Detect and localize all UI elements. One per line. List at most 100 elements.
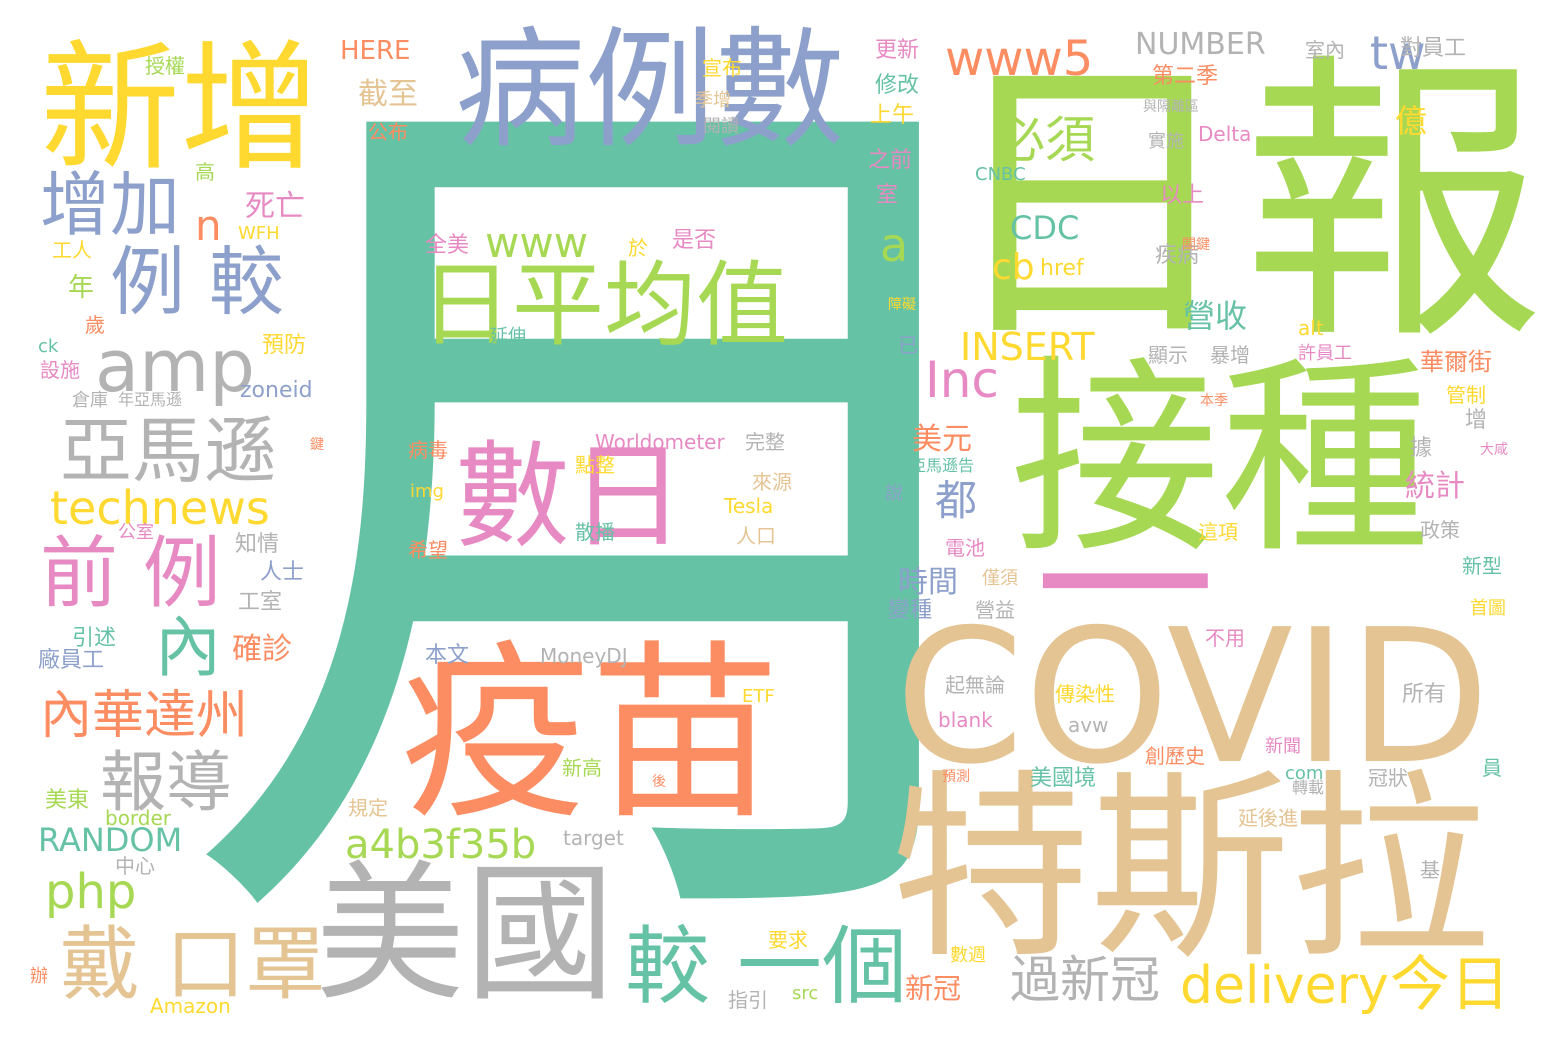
word: 創歷史	[1145, 744, 1205, 768]
word: NUMBER	[1135, 27, 1266, 62]
word: 本文	[425, 643, 470, 668]
word: 必須	[995, 111, 1095, 169]
word: www	[485, 218, 589, 267]
word: 美東	[45, 788, 90, 813]
word: 新聞	[1265, 736, 1301, 757]
word: 延伸	[490, 326, 526, 347]
word: 數週	[950, 945, 986, 966]
word: 不用	[1205, 626, 1245, 650]
word: 增加	[40, 164, 180, 246]
word: 已	[898, 333, 918, 357]
word: 今日	[1390, 950, 1510, 1020]
word: 預測	[942, 769, 970, 785]
word: www5	[945, 31, 1094, 87]
word: 中心	[115, 854, 155, 878]
word: amp	[95, 324, 255, 408]
word: src	[792, 983, 819, 1004]
word: 完整	[745, 430, 785, 454]
word: 上午	[870, 103, 915, 128]
word: 疫苗	[400, 624, 781, 845]
word: 報導	[100, 744, 232, 821]
word: 億	[1395, 102, 1428, 140]
word: 所有	[1402, 682, 1447, 707]
word: 新高	[562, 756, 602, 780]
word: zoneid	[240, 378, 313, 403]
word: 變種	[888, 598, 933, 623]
word: 指引	[728, 988, 768, 1012]
word: 管制	[1446, 383, 1486, 407]
word: 年亞馬遜	[118, 390, 183, 409]
word: n	[195, 201, 222, 250]
word: 內華達州	[40, 686, 249, 746]
word: 鍵	[310, 437, 324, 453]
word: 希望	[408, 538, 448, 562]
word: 營益	[975, 598, 1015, 622]
word: 工人	[52, 238, 92, 262]
word: 內	[155, 609, 221, 686]
word: 實施	[1148, 131, 1184, 152]
word: 疾病	[1155, 243, 1200, 268]
word: 死亡	[245, 189, 305, 224]
word: 亞馬遜告	[910, 456, 975, 475]
word: 過新冠	[1010, 951, 1160, 1009]
word: 障礙	[888, 297, 916, 313]
word: 公布	[368, 120, 408, 144]
word: cb	[992, 247, 1035, 288]
word: 季增	[695, 90, 731, 111]
word: 確診	[232, 632, 292, 667]
word: img	[410, 481, 444, 502]
word: 美國境	[1030, 766, 1097, 791]
word: 說	[885, 483, 903, 504]
word: 這項	[1198, 520, 1238, 544]
word: Amazon	[150, 994, 231, 1018]
word: 知情	[235, 532, 280, 557]
word: COVID	[895, 589, 1491, 805]
word: CDC	[1010, 209, 1080, 247]
word: CNBC	[975, 164, 1026, 185]
word: 是否	[672, 228, 717, 253]
word: 辦	[30, 966, 48, 987]
word: 政策	[1420, 518, 1460, 542]
word: INSERT	[960, 325, 1095, 369]
word: a	[880, 218, 909, 272]
word: 冠狀	[1368, 766, 1408, 790]
word: 延後進	[1238, 806, 1298, 830]
word: 高	[195, 160, 215, 184]
word: 接種	[1010, 337, 1431, 582]
word: alt	[1298, 316, 1324, 340]
word: 營收	[1183, 297, 1248, 335]
word: 散播	[575, 520, 615, 544]
word: avw	[1068, 713, 1109, 737]
word: 預防	[262, 333, 307, 358]
word: 公室	[118, 522, 154, 543]
word: 大咸	[1480, 442, 1508, 458]
word: 日報	[940, 30, 1544, 381]
word: 美元	[912, 422, 972, 457]
word: 病毒	[408, 438, 448, 462]
word: 來源	[752, 470, 792, 494]
word: 對員工	[1400, 36, 1467, 61]
word: tw	[1370, 26, 1426, 80]
word: 轉載	[1292, 778, 1325, 797]
word: 第二季	[1152, 64, 1219, 89]
word: com	[1285, 763, 1324, 784]
word: 設施	[40, 358, 80, 382]
word: 修改	[875, 73, 920, 98]
word: 首圖	[1470, 598, 1506, 619]
word: 新型	[1462, 554, 1502, 578]
word: 日平均值	[420, 252, 789, 359]
word: 閱讀	[703, 116, 739, 137]
word: 室	[876, 183, 899, 208]
word: 許員工	[1298, 343, 1352, 364]
word: 人口	[736, 524, 776, 548]
word: Worldometer	[595, 430, 725, 454]
word: 特斯拉	[890, 753, 1491, 986]
word: 電池	[945, 536, 985, 560]
word: 較 一個	[625, 918, 908, 1017]
word: php	[45, 864, 137, 920]
word: 宣布	[702, 56, 742, 80]
word: 截至	[358, 77, 418, 112]
word: 月	[180, 0, 1080, 1043]
word: 全美	[425, 233, 470, 258]
